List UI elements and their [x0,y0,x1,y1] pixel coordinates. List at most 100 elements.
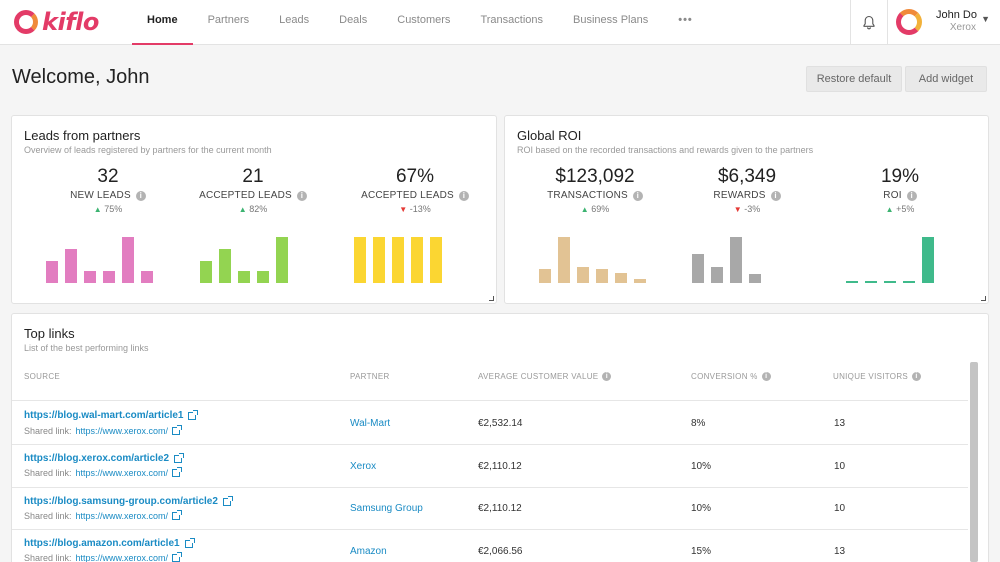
info-icon[interactable]: i [632,190,643,201]
column-header-source[interactable]: SOURCE [24,372,61,381]
partner-link[interactable]: Amazon [350,546,387,557]
sparkline-bar [596,269,608,283]
external-link-icon[interactable] [222,495,233,506]
avg-value-cell: €2,110.12 [478,503,522,514]
nav-deals[interactable]: Deals [339,14,368,26]
column-header-conversion[interactable]: CONVERSION % i [691,372,771,381]
arrow-up-icon: ▲ [885,205,894,214]
nav-leads[interactable]: Leads [279,14,310,26]
logo-text: kiflo [42,8,99,36]
source-link[interactable]: https://blog.xerox.com/article2 [24,452,185,464]
info-icon[interactable]: i [135,190,146,201]
row-divider [12,444,968,445]
resize-handle[interactable] [489,296,494,301]
arrow-down-icon: ▼ [399,205,408,214]
sparkline-bar [692,254,704,283]
info-icon[interactable]: i [912,372,922,381]
restore-default-button[interactable]: Restore default [806,66,902,92]
add-widget-button[interactable]: Add widget [905,66,987,92]
nav-home[interactable]: Home [132,0,193,45]
resize-handle[interactable] [981,296,986,301]
sparkline-bar [615,273,627,283]
external-link-icon[interactable] [172,510,183,520]
row-divider [12,487,968,488]
conversion-cell: 10% [691,461,712,472]
metric-label: REWARDS [713,190,766,201]
sparkline-bar [219,249,231,283]
metric-change: 69% [591,204,610,214]
partner-link[interactable]: Wal-Mart [350,418,391,429]
external-link-icon[interactable] [172,467,183,477]
nav-customers[interactable]: Customers [397,14,451,26]
kiflo-logo[interactable]: kiflo [14,8,99,36]
widget-title: Leads from partners [24,128,141,143]
sparkline-bar [200,261,212,283]
sparkline-bar [730,237,742,283]
external-link-icon[interactable] [184,537,195,548]
table-scrollbar[interactable] [970,362,978,562]
leads-widget: Leads from partners Overview of leads re… [11,115,497,304]
sparkline-roi [846,233,941,283]
info-icon[interactable]: i [458,190,469,201]
external-link-icon[interactable] [172,425,183,435]
source-link[interactable]: https://blog.wal-mart.com/article1 [24,409,199,421]
info-icon[interactable]: i [296,190,307,201]
widget-subtitle: Overview of leads registered by partners… [24,145,272,155]
logo-mark-icon [14,10,38,34]
column-header-partner[interactable]: PARTNER [350,372,390,381]
sparkline-bar [257,271,269,283]
info-icon[interactable]: i [602,372,612,381]
sparkline-rewards [692,233,768,283]
column-header-visitors[interactable]: UNIQUE VISITORS i [833,372,922,381]
metric-label: ACCEPTED LEADS [361,190,454,201]
info-icon[interactable]: i [906,190,917,201]
visitors-cell: 10 [834,503,846,514]
sparkline-bar [903,281,915,283]
metric-value: 19% [880,166,920,187]
sparkline-bar [711,267,723,283]
nav-more-icon[interactable]: ••• [678,14,693,26]
source-link[interactable]: https://blog.amazon.com/article1 [24,537,195,549]
info-icon[interactable]: i [770,190,781,201]
sparkline-bar [84,271,96,283]
widget-subtitle: List of the best performing links [24,343,149,353]
metric-roi: 19% ROI i ▲ +5% [835,166,965,214]
notifications-button[interactable] [850,0,888,45]
external-link-icon[interactable] [172,552,183,562]
sparkline-bar [884,281,896,283]
metric-change: -13% [409,204,431,214]
partner-link[interactable]: Xerox [350,461,377,472]
user-menu[interactable]: John Do Xerox ▼ [896,6,996,40]
sparkline-bar [634,279,646,283]
column-header-avg-value[interactable]: AVERAGE CUSTOMER VALUE i [478,372,612,381]
nav-transactions[interactable]: Transactions [480,14,543,26]
sparkline-bar [141,271,153,283]
metric-change: 75% [104,204,123,214]
sparkline-new-leads [46,233,160,283]
visitors-cell: 13 [834,418,846,429]
widget-title: Global ROI [517,128,582,143]
sparkline-bar [46,261,58,283]
metric-value: $6,349 [717,166,777,187]
metric-value: 32 [97,166,119,187]
external-link-icon[interactable] [188,409,199,420]
metric-accepted-leads-percent: 67% ACCEPTED LEADS i ▼ -13% [350,166,480,214]
avg-value-cell: €2,110.12 [478,461,522,472]
source-link[interactable]: https://blog.samsung-group.com/article2 [24,495,233,507]
arrow-up-icon: ▲ [580,205,589,214]
visitors-cell: 10 [834,461,846,472]
sparkline-bar [922,237,934,283]
info-icon[interactable]: i [761,372,771,381]
shared-link: Shared link: https://www.xerox.com/ [24,467,183,478]
shared-link: Shared link: https://www.xerox.com/ [24,510,183,521]
user-name: John Do [936,9,977,21]
sparkline-bar [373,237,385,283]
sparkline-bar [539,269,551,283]
external-link-icon[interactable] [174,452,185,463]
sparkline-accepted-leads [200,233,295,283]
top-links-widget: Top links List of the best performing li… [11,313,989,562]
partner-link[interactable]: Samsung Group [350,503,423,514]
nav-business-plans[interactable]: Business Plans [573,14,649,26]
metric-transactions: $123,092 TRANSACTIONS i ▲ 69% [530,166,660,214]
nav-partners[interactable]: Partners [207,14,250,26]
